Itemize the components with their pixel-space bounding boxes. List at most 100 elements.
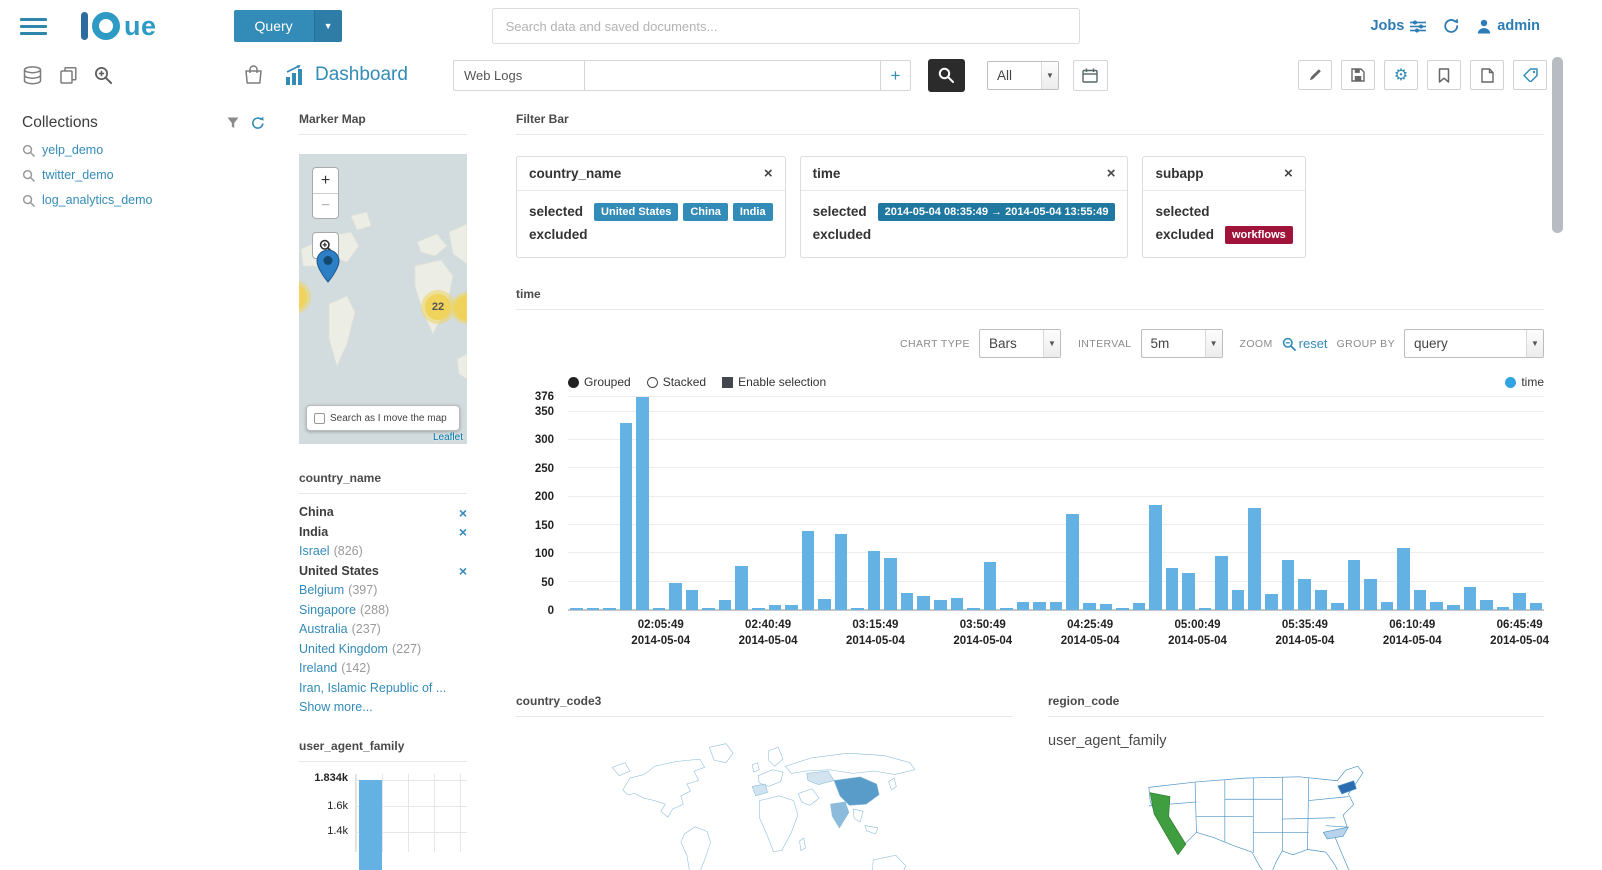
facet-label[interactable]: Ireland [299,661,338,675]
facet-item[interactable]: India × [299,523,467,543]
chart-bar[interactable] [851,607,864,610]
chart-bar[interactable] [1132,603,1146,610]
chart-bar[interactable] [1099,604,1113,610]
dashboard-title[interactable]: Dashboard [285,64,408,86]
map-zoom-out-button[interactable]: − [313,193,338,218]
chart-bar[interactable] [867,550,881,610]
facet-item[interactable]: Ireland (142) [299,659,467,679]
group-by-select[interactable]: query ▼ [1404,329,1544,358]
enable-selection-checkbox[interactable]: Enable selection [722,375,826,389]
chart-bar[interactable] [570,607,583,610]
facet-label[interactable]: Iran, Islamic Republic of ... [299,680,447,695]
facet-label[interactable]: Israel [299,544,330,558]
filter-chip[interactable]: workflows [1224,225,1293,244]
chart-bar[interactable] [636,397,649,610]
chart-bar[interactable] [1215,556,1228,610]
world-map[interactable] [516,733,1012,870]
chart-bar[interactable] [1116,607,1129,610]
chart-bar[interactable] [1430,601,1443,610]
chart-bar[interactable] [359,779,382,870]
close-icon[interactable]: × [1106,165,1116,182]
chart-bar[interactable] [1298,578,1311,610]
chart-bar[interactable] [1281,560,1295,610]
facet-label[interactable]: Belgium [299,583,345,597]
chevron-down-icon[interactable]: ▼ [313,10,342,42]
chart-bar[interactable] [586,607,600,610]
zoom-in-icon[interactable] [94,66,112,84]
facet-item[interactable]: Australia (237) [299,620,467,640]
chart-bar[interactable] [1513,593,1526,610]
chart-bar[interactable] [1082,603,1096,610]
chart-bar[interactable] [1198,607,1212,610]
facet-label[interactable]: United Kingdom [299,641,388,656]
jobs-link[interactable]: Jobs [1370,18,1427,34]
chart-bar[interactable] [702,607,715,610]
sidebar-collection-item[interactable]: log_analytics_demo [22,193,265,207]
history-icon[interactable] [1443,18,1460,34]
facet-label[interactable]: Show more... [299,700,373,714]
chart-bar[interactable] [967,607,980,610]
settings-button[interactable]: ⚙ [1384,60,1418,90]
chart-bar[interactable] [834,533,848,610]
close-icon[interactable]: × [1284,165,1293,182]
chart-bar[interactable] [1182,573,1195,610]
chart-bar[interactable] [1049,601,1063,610]
zoom-reset-link[interactable]: reset [1282,336,1328,351]
user-menu[interactable]: admin [1477,18,1540,34]
chart-bar[interactable] [1264,594,1278,610]
edit-button[interactable] [1298,60,1332,90]
chart-bar[interactable] [718,599,732,610]
chart-bar[interactable] [768,605,782,610]
chart-bar[interactable] [669,582,682,610]
facet-label[interactable]: Australia [299,622,348,636]
chart-bar[interactable] [934,599,947,610]
menu-icon[interactable] [20,14,47,39]
facet-item[interactable]: United States × [299,562,467,582]
global-search-input[interactable] [491,8,1080,44]
chart-bar[interactable] [1364,578,1377,610]
chart-bar[interactable] [735,565,749,610]
facet-item[interactable]: Israel (826) [299,542,467,562]
chart-bar[interactable] [603,607,616,610]
chart-bar[interactable] [619,423,633,610]
collection-name-input[interactable] [452,59,585,91]
chart-bar[interactable] [1231,590,1245,610]
facet-item[interactable]: United Kingdom (227) [299,640,467,660]
database-icon[interactable] [22,65,43,85]
chart-bar[interactable] [917,595,931,610]
chart-bar[interactable] [785,605,798,610]
facet-item[interactable]: China × [299,503,467,523]
chart-bar[interactable] [801,530,815,610]
save-button[interactable] [1341,60,1375,90]
sidebar-collection-item[interactable]: twitter_demo [22,168,265,182]
filter-chip[interactable]: United States [594,202,679,221]
tags-button[interactable] [1513,60,1547,90]
chart-bar[interactable] [1446,605,1460,610]
remove-filter-icon[interactable]: × [458,563,467,580]
chart-bar[interactable] [1149,505,1162,610]
map-search-toggle[interactable]: Search as I move the map [306,405,460,431]
filter-chip[interactable]: 2014-05-04 08:35:49 → 2014-05-04 13:55:4… [877,202,1116,221]
dashboard-query-input[interactable] [584,59,881,91]
chart-bar[interactable] [1314,590,1328,610]
chart-bar[interactable] [1413,590,1427,610]
filter-chip[interactable]: India [732,202,773,221]
facet-item[interactable]: Singapore (288) [299,601,467,621]
facet-label[interactable]: China [299,505,334,519]
query-button-label[interactable]: Query [233,10,314,42]
chart-bar[interactable] [884,557,897,610]
facet-label[interactable]: India [299,524,329,539]
leaflet-attribution[interactable]: Leaflet [432,432,463,443]
remove-filter-icon[interactable]: × [458,504,467,521]
vertical-scrollbar[interactable] [1552,57,1563,233]
filter-icon[interactable] [227,117,239,129]
cluster-marker[interactable]: 5 [299,280,311,314]
remove-filter-icon[interactable]: × [458,524,467,541]
marker-map[interactable]: + − 5 22 [299,154,467,444]
chart-bar[interactable] [1000,607,1013,610]
refresh-icon[interactable] [251,116,265,130]
stacked-radio[interactable]: Stacked [646,375,706,389]
chart-bar[interactable] [1380,601,1394,610]
copy-icon[interactable] [60,66,77,84]
facet-label[interactable]: Singapore [299,602,356,617]
